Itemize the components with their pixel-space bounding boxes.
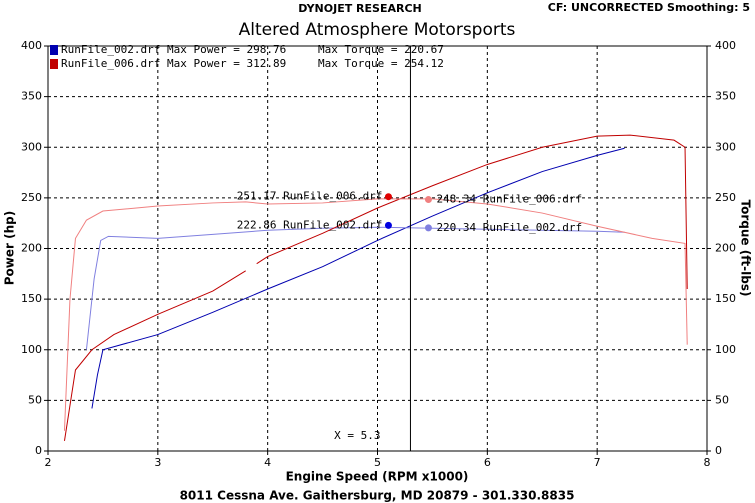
header: DYNOJET RESEARCH xyxy=(298,2,421,15)
x-tick-label: 5 xyxy=(374,456,381,469)
annotation-label: 222.86 RunFile_002.drf xyxy=(237,218,383,231)
x-tick-label: 4 xyxy=(264,456,271,469)
curve xyxy=(91,147,625,409)
footer: 8011 Cessna Ave. Gaithersburg, MD 20879 … xyxy=(180,489,575,503)
legend-name: RunFile_002.drf xyxy=(61,43,160,56)
x-tick-label: 7 xyxy=(594,456,601,469)
curve xyxy=(85,226,625,350)
y2-tick-label: 250 xyxy=(715,191,736,204)
y2-tick-label: 50 xyxy=(715,393,729,406)
x-tick-label: 2 xyxy=(45,456,52,469)
y2-tick-label: 300 xyxy=(715,140,736,153)
annotation-dot xyxy=(424,224,432,232)
chart-title: Altered Atmosphere Motorsports xyxy=(239,20,516,40)
y2-tick-label: 0 xyxy=(715,444,722,457)
legend-swatch xyxy=(50,45,58,55)
annotation-label: 251.17 RunFile_006.drf xyxy=(237,190,383,203)
x-tick-label: 3 xyxy=(154,456,161,469)
x-tick-label: 8 xyxy=(704,456,711,469)
x-axis-label: Engine Speed (RPM x1000) xyxy=(286,470,469,484)
settings: CF: UNCORRECTED Smoothing: 5 xyxy=(548,1,750,14)
annotation-label: 248.34 RunFile_006.drf xyxy=(436,193,582,206)
legend-name: RunFile_006.drf xyxy=(61,57,160,70)
annotation-dot xyxy=(384,221,392,229)
y-tick-label: 0 xyxy=(35,444,42,457)
legend-torque: Max Torque = 254.12 xyxy=(318,57,444,70)
y2-tick-label: 200 xyxy=(715,242,736,255)
y2-tick-label: 100 xyxy=(715,343,736,356)
legend-power: Max Power = 298.76 xyxy=(167,43,286,56)
curve xyxy=(63,198,688,431)
y2-tick-label: 400 xyxy=(715,39,736,52)
y-tick-label: 100 xyxy=(21,343,42,356)
y-tick-label: 300 xyxy=(21,140,42,153)
y-tick-label: 200 xyxy=(21,242,42,255)
legend-swatch xyxy=(50,59,58,69)
y-axis-label: Power (hp) xyxy=(3,211,17,285)
y-tick-label: 50 xyxy=(28,393,42,406)
annotation-label: 220.34 RunFile_002.drf xyxy=(436,221,582,234)
annotation-dot xyxy=(384,193,392,201)
x-tick-label: 6 xyxy=(484,456,491,469)
y-tick-label: 350 xyxy=(21,90,42,103)
annotation-dot xyxy=(424,196,432,204)
y2-tick-label: 350 xyxy=(715,90,736,103)
y2-tick-label: 150 xyxy=(715,292,736,305)
legend-power: Max Power = 312.89 xyxy=(167,57,286,70)
curve xyxy=(63,134,688,441)
y-tick-label: 400 xyxy=(21,39,42,52)
y2-axis-label: Torque (ft-lbs) xyxy=(739,200,753,297)
cursor-label: X = 5.3 xyxy=(334,429,380,442)
y-tick-label: 250 xyxy=(21,191,42,204)
y-tick-label: 150 xyxy=(21,292,42,305)
legend-torque: Max Torque = 220.67 xyxy=(318,43,444,56)
